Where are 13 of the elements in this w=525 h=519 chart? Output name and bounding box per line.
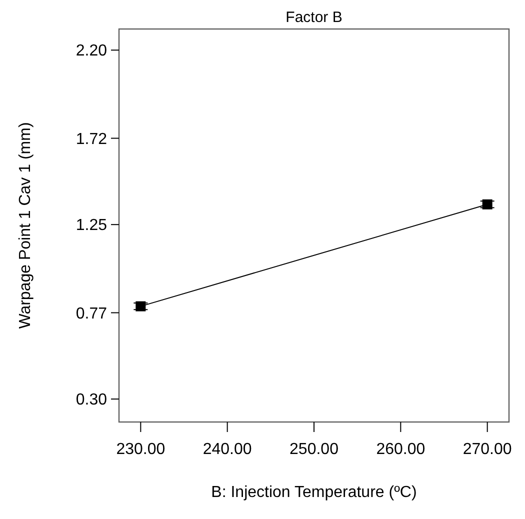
- y-tick-label: 1.25: [76, 217, 108, 234]
- x-tick-label: 250.00: [290, 441, 339, 458]
- x-tick-label: 260.00: [376, 441, 426, 458]
- chart-title: Factor B: [286, 9, 342, 26]
- x-tick-label: 230.00: [116, 441, 166, 458]
- y-axis-title: Warpage Point 1 Cav 1 (mm): [17, 122, 34, 329]
- y-tick-label: 0.30: [76, 392, 108, 409]
- y-tick-label: 1.72: [76, 130, 108, 148]
- x-tick-label: 240.00: [202, 441, 252, 458]
- y-tick-label: 2.20: [76, 42, 108, 60]
- x-tick-label: 270.00: [462, 441, 512, 458]
- y-tick-label: 0.77: [76, 305, 108, 322]
- x-axis-title: B: Injection Temperature (ºC): [211, 484, 417, 501]
